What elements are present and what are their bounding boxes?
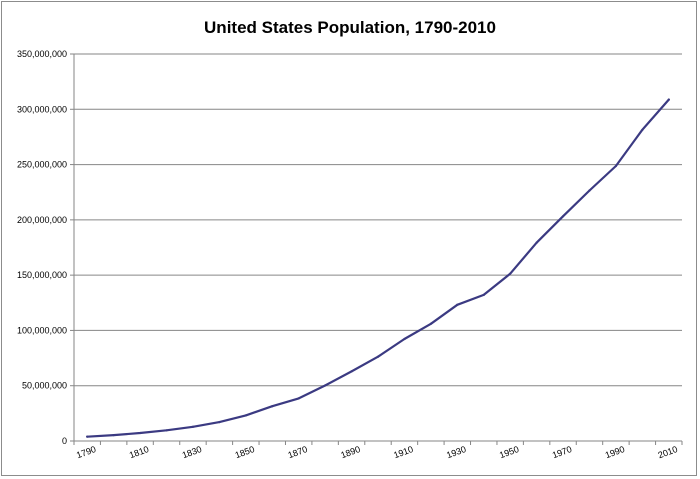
data-point [535, 241, 538, 244]
x-tick-label: 2010 [657, 444, 679, 460]
y-tick-label: 0 [62, 436, 67, 446]
y-tick-label: 50,000,000 [22, 381, 67, 391]
y-tick-label: 200,000,000 [17, 215, 67, 225]
data-point [86, 435, 89, 438]
x-tick-label: 1950 [498, 444, 520, 460]
x-tick-label: 1970 [551, 444, 573, 460]
y-tick-label: 250,000,000 [17, 160, 67, 170]
data-point [376, 355, 380, 358]
data-point [218, 421, 221, 424]
data-point [165, 429, 168, 432]
x-tick-label: 1990 [604, 444, 626, 460]
data-point [509, 272, 512, 275]
x-tick-label: 1830 [181, 444, 203, 460]
x-tick-label: 1850 [234, 444, 256, 460]
y-tick-label: 300,000,000 [17, 104, 67, 114]
data-point [561, 215, 565, 218]
y-tick-label: 100,000,000 [17, 325, 67, 335]
chart-title: United States Population, 1790-2010 [204, 18, 496, 37]
x-tick-label: 1890 [339, 444, 361, 460]
x-tick-label: 1870 [287, 444, 309, 460]
data-point [482, 293, 485, 296]
x-tick-label: 1930 [445, 444, 467, 460]
y-tick-label: 150,000,000 [17, 270, 67, 280]
data-point [191, 425, 195, 428]
data-point [614, 164, 618, 168]
data-point [429, 322, 432, 325]
data-point [297, 397, 300, 400]
data-point [324, 384, 327, 387]
data-point [667, 98, 670, 101]
data-point [244, 414, 247, 417]
x-tick-label: 1790 [75, 444, 97, 460]
data-point [350, 370, 353, 373]
x-tick-label: 1810 [128, 444, 150, 460]
data-point [271, 405, 274, 408]
x-tick-label: 1910 [392, 444, 414, 460]
data-point [641, 128, 644, 131]
data-point [112, 434, 115, 437]
data-point [456, 303, 459, 306]
data-point [403, 337, 406, 341]
data-point [588, 189, 591, 192]
data-point [138, 431, 142, 435]
y-tick-label: 350,000,000 [17, 49, 67, 59]
